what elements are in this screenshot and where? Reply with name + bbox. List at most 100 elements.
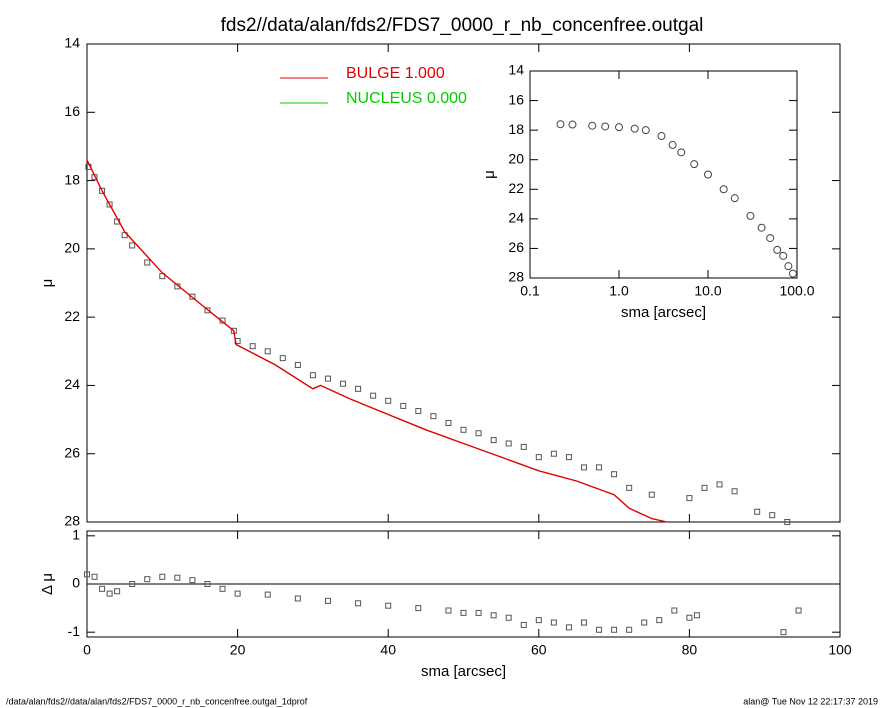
data-point bbox=[294, 595, 301, 602]
data-point bbox=[445, 419, 452, 426]
x-tick-label: 100 bbox=[828, 642, 852, 658]
data-point bbox=[385, 397, 392, 404]
data-point bbox=[731, 488, 738, 495]
data-point bbox=[668, 140, 677, 149]
data-point bbox=[730, 194, 739, 203]
x-tick-label: 100.0 bbox=[779, 283, 814, 299]
data-point bbox=[264, 348, 271, 355]
data-point bbox=[114, 588, 121, 595]
data-point bbox=[505, 614, 512, 621]
data-point bbox=[719, 185, 728, 194]
data-point bbox=[309, 372, 316, 379]
data-point bbox=[784, 262, 793, 271]
data-point bbox=[769, 512, 776, 519]
data-point bbox=[294, 361, 301, 368]
data-point bbox=[693, 612, 700, 619]
x-tick-label: 80 bbox=[682, 642, 698, 658]
y-tick-label: 16 bbox=[508, 91, 524, 107]
data-point bbox=[568, 120, 577, 129]
data-point bbox=[129, 242, 136, 249]
data-point bbox=[505, 440, 512, 447]
data-point bbox=[460, 426, 467, 433]
y-tick-label: 20 bbox=[64, 240, 80, 256]
data-point bbox=[580, 619, 587, 626]
data-point bbox=[550, 450, 557, 457]
plot-frame bbox=[86, 43, 841, 523]
data-point bbox=[701, 484, 708, 491]
data-point bbox=[615, 123, 623, 132]
data-point bbox=[106, 590, 113, 597]
data-point bbox=[264, 591, 271, 598]
data-point bbox=[630, 124, 639, 133]
x-tick-label: 0.1 bbox=[520, 283, 540, 299]
data-point bbox=[189, 577, 196, 584]
y-tick-label: 0 bbox=[72, 575, 80, 591]
data-point bbox=[788, 269, 797, 278]
footer-right: alan@ Tue Nov 12 22:17:37 2019 bbox=[743, 696, 878, 706]
y-tick-label: 24 bbox=[64, 376, 80, 392]
x-axis-label: sma [arcsec] bbox=[621, 304, 706, 321]
data-point bbox=[580, 464, 587, 471]
data-point bbox=[430, 413, 437, 420]
y-tick-label: 1 bbox=[72, 527, 80, 543]
y-tick-label: 14 bbox=[64, 35, 80, 51]
data-point bbox=[106, 201, 113, 208]
data-point bbox=[204, 307, 211, 314]
data-point bbox=[535, 617, 542, 624]
y-tick-label: 26 bbox=[64, 444, 80, 460]
data-point bbox=[704, 170, 712, 179]
data-point bbox=[144, 259, 151, 266]
y-tick-label: 22 bbox=[64, 308, 80, 324]
y-tick-label: 26 bbox=[508, 239, 524, 255]
data-point bbox=[174, 574, 181, 581]
data-point bbox=[234, 590, 241, 597]
data-point bbox=[601, 122, 610, 131]
data-point bbox=[784, 519, 791, 525]
y-axis-label: Δ μ bbox=[39, 573, 56, 595]
x-tick-label: 40 bbox=[380, 642, 396, 658]
data-point bbox=[490, 437, 497, 444]
footer-left: /data/alan/fds2//data/alan/fds2/FDS7_000… bbox=[6, 696, 308, 706]
data-point bbox=[99, 585, 106, 592]
data-point bbox=[400, 402, 407, 409]
chart-title: fds2//data/alan/fds2/FDS7_0000_r_nb_conc… bbox=[221, 15, 704, 36]
y-tick-label: 28 bbox=[508, 269, 524, 285]
data-point bbox=[556, 120, 565, 129]
data-point bbox=[773, 245, 782, 254]
data-point bbox=[475, 609, 482, 616]
data-point bbox=[535, 454, 542, 461]
data-point bbox=[370, 392, 377, 399]
data-point bbox=[746, 211, 755, 220]
data-point bbox=[611, 471, 618, 478]
x-tick-label: 20 bbox=[230, 642, 246, 658]
legend-label: BULGE 1.000 bbox=[346, 65, 445, 82]
data-point bbox=[91, 573, 98, 580]
y-axis-label: μ bbox=[39, 279, 56, 288]
y-tick-label: 24 bbox=[508, 210, 524, 226]
data-point bbox=[520, 621, 527, 628]
data-point bbox=[204, 581, 211, 587]
x-axis-label: sma [arcsec] bbox=[421, 663, 506, 680]
y-tick-label: 18 bbox=[64, 171, 80, 187]
data-point bbox=[490, 612, 497, 619]
data-point bbox=[677, 148, 686, 157]
data-point bbox=[189, 293, 196, 300]
data-point bbox=[159, 573, 166, 580]
data-point bbox=[324, 375, 331, 382]
data-point bbox=[690, 160, 699, 169]
legend-label: NUCLEUS 0.000 bbox=[346, 90, 467, 107]
data-point bbox=[129, 581, 136, 587]
data-point bbox=[656, 617, 663, 624]
data-point bbox=[550, 619, 557, 626]
data-point bbox=[219, 585, 226, 592]
y-tick-label: 28 bbox=[64, 513, 80, 529]
data-point bbox=[355, 385, 362, 392]
model-line bbox=[86, 159, 667, 523]
x-tick-label: 60 bbox=[531, 642, 547, 658]
data-point bbox=[340, 380, 347, 387]
data-point bbox=[779, 251, 788, 260]
data-point bbox=[596, 464, 603, 471]
data-point bbox=[641, 619, 648, 626]
data-point bbox=[84, 571, 90, 578]
data-point bbox=[324, 597, 331, 604]
